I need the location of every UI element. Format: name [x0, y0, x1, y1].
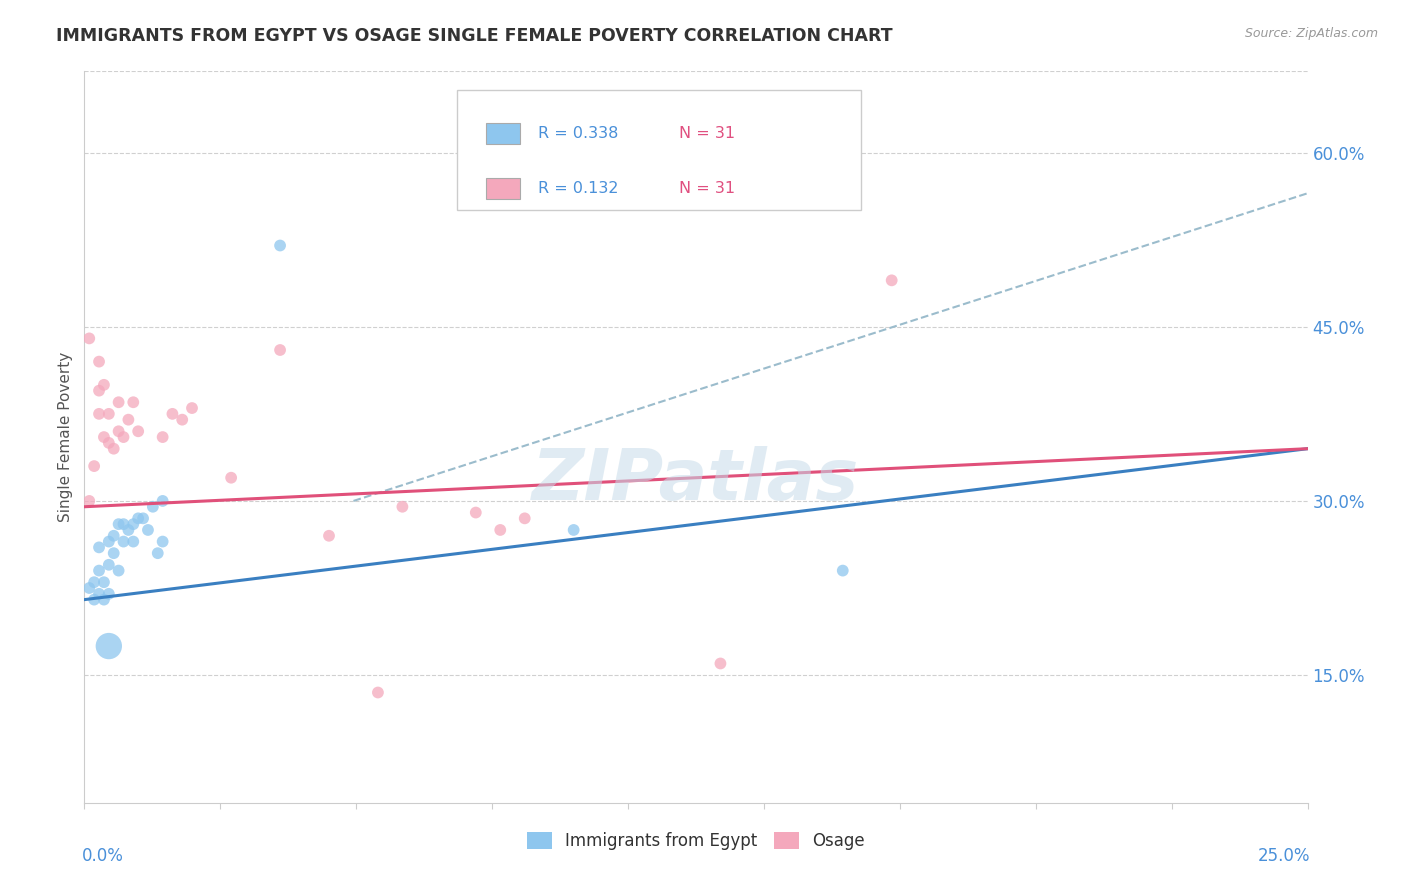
Point	[77, 581, 100, 595]
Point	[146, 546, 169, 560]
Point	[162, 407, 184, 421]
Point	[83, 592, 105, 607]
Point	[87, 587, 110, 601]
Text: Source: ZipAtlas.com: Source: ZipAtlas.com	[1244, 27, 1378, 40]
Point	[152, 430, 174, 444]
Point	[367, 685, 389, 699]
Point	[152, 534, 174, 549]
Point	[122, 395, 145, 409]
Point	[107, 564, 129, 578]
Point	[122, 534, 145, 549]
Point	[87, 384, 110, 398]
Point	[97, 639, 120, 653]
Point	[181, 401, 204, 415]
Point	[152, 494, 174, 508]
Point	[880, 273, 903, 287]
Point	[269, 343, 291, 357]
Point	[107, 395, 129, 409]
Point	[489, 523, 512, 537]
Text: R = 0.132: R = 0.132	[538, 181, 619, 196]
Point	[513, 511, 536, 525]
Point	[709, 657, 731, 671]
Point	[97, 436, 120, 450]
Point	[87, 354, 110, 368]
Point	[93, 592, 115, 607]
Point	[172, 412, 194, 426]
Point	[103, 529, 125, 543]
Point	[112, 430, 135, 444]
FancyBboxPatch shape	[485, 178, 520, 199]
Point	[83, 575, 105, 590]
Text: N = 31: N = 31	[679, 126, 735, 141]
FancyBboxPatch shape	[457, 90, 860, 211]
Point	[562, 523, 585, 537]
Point	[318, 529, 340, 543]
Point	[93, 430, 115, 444]
Text: IMMIGRANTS FROM EGYPT VS OSAGE SINGLE FEMALE POVERTY CORRELATION CHART: IMMIGRANTS FROM EGYPT VS OSAGE SINGLE FE…	[56, 27, 893, 45]
Y-axis label: Single Female Poverty: Single Female Poverty	[58, 352, 73, 522]
FancyBboxPatch shape	[485, 123, 520, 144]
Point	[107, 517, 129, 532]
Point	[127, 511, 149, 525]
Point	[87, 407, 110, 421]
Point	[219, 471, 242, 485]
Point	[112, 517, 135, 532]
Point	[107, 424, 129, 438]
Point	[97, 558, 120, 572]
Text: 0.0%: 0.0%	[82, 847, 124, 864]
Point	[93, 575, 115, 590]
Point	[127, 424, 149, 438]
Text: N = 31: N = 31	[679, 181, 735, 196]
Legend: Immigrants from Egypt, Osage: Immigrants from Egypt, Osage	[520, 825, 872, 856]
Point	[122, 517, 145, 532]
Point	[97, 587, 120, 601]
Point	[77, 494, 100, 508]
Point	[464, 506, 486, 520]
Point	[132, 511, 155, 525]
Point	[103, 442, 125, 456]
Text: 25.0%: 25.0%	[1257, 847, 1310, 864]
Point	[103, 546, 125, 560]
Text: R = 0.338: R = 0.338	[538, 126, 619, 141]
Point	[77, 331, 100, 345]
Point	[83, 459, 105, 474]
Point	[117, 412, 139, 426]
Point	[97, 407, 120, 421]
Point	[269, 238, 291, 252]
Point	[831, 564, 853, 578]
Text: ZIPatlas: ZIPatlas	[533, 447, 859, 516]
Point	[112, 534, 135, 549]
Point	[93, 377, 115, 392]
Point	[136, 523, 159, 537]
Point	[391, 500, 413, 514]
Point	[117, 523, 139, 537]
Point	[97, 534, 120, 549]
Point	[87, 564, 110, 578]
Point	[142, 500, 165, 514]
Point	[87, 541, 110, 555]
